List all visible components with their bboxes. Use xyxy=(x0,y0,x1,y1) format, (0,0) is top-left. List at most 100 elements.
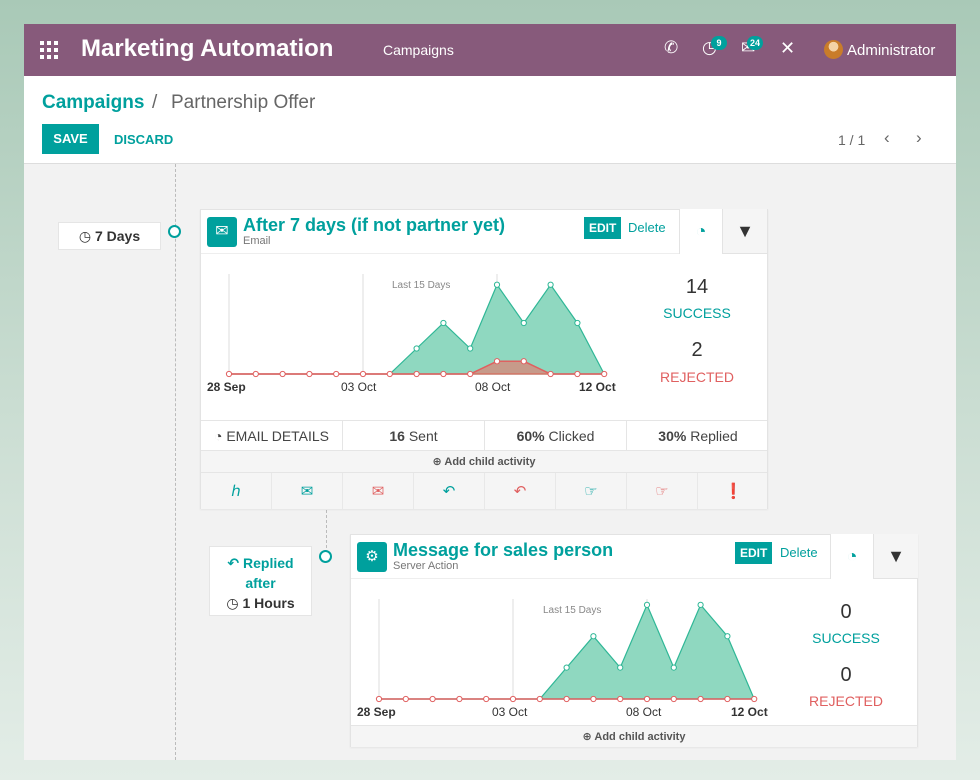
card-header: ✉ After 7 days (if not partner yet) Emai… xyxy=(201,209,767,254)
success-point xyxy=(697,601,704,608)
email-icon: ✉ xyxy=(207,217,237,247)
rejected-label[interactable]: REJECTED xyxy=(809,693,883,709)
delete-button[interactable]: Delete xyxy=(780,545,818,560)
messages-count-badge: 24 xyxy=(747,36,764,50)
trigger-not-replied-icon[interactable]: ↶ xyxy=(485,473,556,510)
success-point xyxy=(440,319,447,327)
trigger-reply-line: ↶ Replied xyxy=(210,553,311,573)
x-axis-label: 08 Oct xyxy=(475,380,511,394)
delete-button[interactable]: Delete xyxy=(628,220,666,235)
top-navbar: Marketing Automation Campaigns ✆ ◷ 9 ✉ 2… xyxy=(24,24,956,76)
rejected-point xyxy=(536,695,543,703)
email-details-label: EMAIL DETAILS xyxy=(226,428,330,444)
reply-icon: ↶ xyxy=(227,555,240,571)
x-axis-label: 08 Oct xyxy=(626,705,662,719)
edit-button[interactable]: EDIT xyxy=(584,217,622,239)
user-menu[interactable]: Administrator xyxy=(847,42,936,59)
success-label[interactable]: SUCCESS xyxy=(812,630,880,646)
rejected-label[interactable]: REJECTED xyxy=(660,369,734,385)
trigger-opened-icon[interactable]: ✉ xyxy=(272,473,343,510)
timeline-node xyxy=(319,550,332,563)
pager-value[interactable]: 1 / 1 xyxy=(838,132,866,148)
breadcrumb-campaigns[interactable]: Campaigns xyxy=(42,92,145,113)
rejected-point xyxy=(386,370,393,378)
x-axis-label: 12 Oct xyxy=(579,380,616,394)
success-point xyxy=(547,281,554,288)
rejected-point xyxy=(402,695,409,703)
success-point xyxy=(643,601,651,608)
debug-tools-icon[interactable]: ✕ xyxy=(780,38,796,58)
clock-icon: ◷ xyxy=(226,595,239,611)
trigger-delay-line: ◷ 1 Hours xyxy=(210,593,311,613)
add-child-label: Add child activity xyxy=(594,731,686,743)
timeline-line xyxy=(175,164,176,760)
success-point xyxy=(724,633,731,640)
rejected-point xyxy=(493,358,501,365)
success-series-area xyxy=(229,283,606,375)
trigger-not-opened-icon[interactable]: ℎ xyxy=(201,473,272,510)
sent-stat[interactable]: 16 Sent xyxy=(343,421,485,451)
rejected-point xyxy=(563,695,570,703)
email-details-button[interactable]: ◔ EMAIL DETAILS xyxy=(201,421,343,451)
tab-statistics[interactable]: ◔ xyxy=(830,534,874,579)
avatar[interactable] xyxy=(824,40,843,59)
rejected-point xyxy=(751,695,758,703)
trigger-replied-after[interactable]: ↶ Replied after ◷ 1 Hours xyxy=(209,546,312,616)
rejected-point xyxy=(252,370,259,378)
phone-icon[interactable]: ✆ xyxy=(664,38,679,57)
rejected-count: 0 xyxy=(840,664,852,686)
email-details-row: ◔ EMAIL DETAILS 16 Sent 60% Clicked 30% … xyxy=(201,420,769,451)
tab-statistics[interactable]: ◔ xyxy=(679,209,723,254)
x-axis-label: 28 Sep xyxy=(207,380,246,394)
apps-menu-icon[interactable] xyxy=(40,41,58,59)
trigger-replied-icon[interactable]: ↶ xyxy=(414,473,485,510)
clicked-number: 60% xyxy=(516,428,545,444)
trigger-delay: 7 Days xyxy=(94,228,141,244)
rejected-point xyxy=(520,358,527,365)
rejected-point xyxy=(225,370,233,378)
activity-title[interactable]: After 7 days (if not partner yet) xyxy=(243,215,506,235)
trigger-reply-text: Replied xyxy=(243,555,294,571)
add-child-label: Add child activity xyxy=(444,456,536,468)
success-point xyxy=(563,664,570,671)
pie-chart-icon: ◔ xyxy=(695,221,707,241)
trigger-bounced-icon[interactable]: ❗ xyxy=(724,483,743,500)
add-child-activity-button[interactable]: ⊕ Add child activity xyxy=(201,450,767,472)
plus-circle-icon: ⊕ xyxy=(582,731,592,743)
save-button[interactable]: SAVE xyxy=(42,124,99,154)
rejected-point xyxy=(483,695,490,703)
success-point xyxy=(493,281,501,288)
discard-button[interactable]: DISCARD xyxy=(114,132,174,147)
app-window: Marketing Automation Campaigns ✆ ◷ 9 ✉ 2… xyxy=(24,24,956,760)
edit-button[interactable]: EDIT xyxy=(735,542,773,564)
trigger-7-days[interactable]: ◷ 7 Days xyxy=(58,222,161,250)
trigger-not-opened-mail-icon[interactable]: ✉ xyxy=(343,473,414,510)
clicked-stat[interactable]: 60% Clicked xyxy=(485,421,627,451)
pager-prev-icon[interactable]: ‹ xyxy=(884,128,890,147)
activity-title[interactable]: Message for sales person xyxy=(393,540,614,560)
pager-next-icon[interactable]: › xyxy=(916,128,922,147)
rejected-point xyxy=(467,370,474,378)
rejected-point xyxy=(670,695,677,703)
chart-period-label: Last 15 Days xyxy=(392,280,451,291)
rejected-point xyxy=(590,695,597,703)
rejected-point xyxy=(601,370,608,378)
app-title[interactable]: Marketing Automation xyxy=(81,35,334,62)
menu-campaigns[interactable]: Campaigns xyxy=(383,42,454,58)
x-axis-label: 12 Oct xyxy=(731,705,768,719)
add-child-activity-button[interactable]: ⊕ Add child activity xyxy=(351,725,917,747)
success-label[interactable]: SUCCESS xyxy=(663,305,731,321)
clicked-label: Clicked xyxy=(548,428,595,444)
activity-card-email: ✉ After 7 days (if not partner yet) Emai… xyxy=(200,209,769,510)
control-panel: Campaigns / Partnership Offer SAVE DISCA… xyxy=(24,76,956,164)
trigger-delay: 1 Hours xyxy=(242,595,295,611)
trigger-clicked-icon[interactable]: ☞ xyxy=(556,473,627,510)
trigger-not-clicked-icon[interactable]: ☞ xyxy=(627,473,698,510)
rejected-point xyxy=(429,695,436,703)
tab-filter[interactable]: ▼ xyxy=(723,209,767,254)
replied-stat[interactable]: 30% Replied xyxy=(627,421,769,451)
success-point xyxy=(590,633,597,640)
rejected-point xyxy=(509,695,517,703)
tab-filter[interactable]: ▼ xyxy=(874,534,918,579)
breadcrumb-separator: / xyxy=(152,92,158,113)
